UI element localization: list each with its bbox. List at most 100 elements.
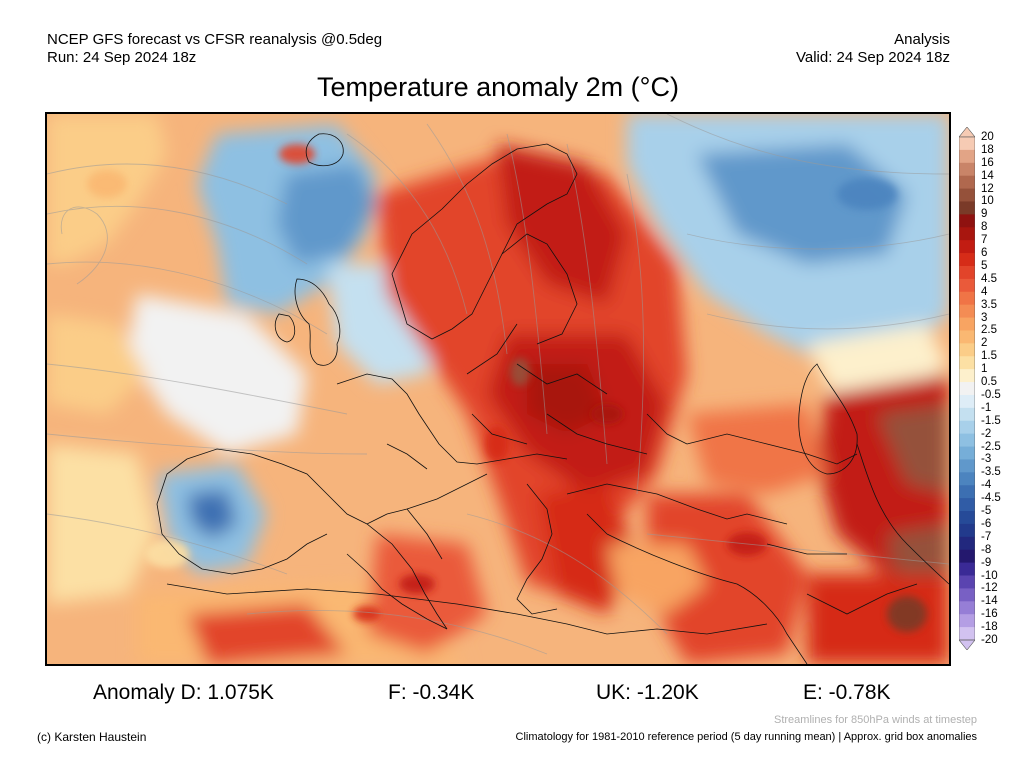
colorbar-tick-label: -14 xyxy=(981,595,998,608)
climatology-note: Climatology for 1981-2010 reference peri… xyxy=(515,731,977,743)
colorbar-top-arrow xyxy=(959,127,975,138)
colorbar-segment xyxy=(959,536,975,551)
colorbar-segment xyxy=(959,240,975,254)
colorbar-segment xyxy=(959,343,975,357)
colorbar-segment xyxy=(959,627,975,641)
map-title: Temperature anomaly 2m (°C) xyxy=(317,72,679,102)
colorbar-tick-label: 20 xyxy=(981,131,994,143)
colorbar-tick-label: 3 xyxy=(981,311,988,324)
colorbar-tick-label: 4 xyxy=(981,285,988,298)
colorbar-segment xyxy=(959,459,975,473)
colorbar-tick-label: 2.5 xyxy=(981,324,997,337)
colorbar-tick-label: 7 xyxy=(981,234,988,247)
colorbar-segment xyxy=(959,330,975,344)
streamline-note: Streamlines for 850hPa winds at timestep xyxy=(774,714,977,726)
colorbar-tick-label: -4 xyxy=(981,479,992,492)
coastlines-and-borders xyxy=(156,133,949,664)
colorbar-tick-label: -9 xyxy=(981,556,992,569)
colorbar-segment xyxy=(959,304,975,318)
uk-anomaly: UK: -1.20K xyxy=(596,681,699,704)
colorbar-tick-label: -2.5 xyxy=(981,440,1001,453)
colorbar-segment xyxy=(959,446,975,460)
colorbar-segment xyxy=(959,394,975,409)
colorbar-tick-label: -7 xyxy=(981,530,992,543)
colorbar-segment xyxy=(959,562,975,576)
spain-anomaly: E: -0.78K xyxy=(803,681,891,704)
colorbar-segment xyxy=(959,278,975,293)
analysis-label: Analysis xyxy=(894,31,950,48)
colorbar-tick-label: 14 xyxy=(981,169,994,182)
fine-anomaly-detail xyxy=(87,144,927,632)
anomaly-map xyxy=(45,112,951,666)
colorbar-tick-label: 12 xyxy=(981,182,994,195)
colorbar-segment xyxy=(959,498,975,512)
run-time: Run: 24 Sep 2024 18z xyxy=(47,49,197,66)
colorbar-tick-label: -3 xyxy=(981,453,992,466)
colorbar-tick-label: -0.5 xyxy=(981,388,1001,401)
colorbar-tick-label: 6 xyxy=(981,247,988,260)
copyright: (c) Karsten Haustein xyxy=(37,730,147,744)
model-run-description: NCEP GFS forecast vs CFSR reanalysis @0.… xyxy=(47,31,383,48)
colorbar-tick-label: 5 xyxy=(981,259,988,272)
colorbar-tick-label: -10 xyxy=(981,569,998,582)
colorbar-tick-label: -20 xyxy=(981,634,998,646)
colorbar-tick-label: 1.5 xyxy=(981,350,997,363)
colorbar-tick-label: 3.5 xyxy=(981,298,997,311)
colorbar-tick-label: 4.5 xyxy=(981,272,997,285)
colorbar-tick-label: -6 xyxy=(981,517,992,530)
colorbar-tick-label: -8 xyxy=(981,543,992,556)
colorbar-tick-label: -18 xyxy=(981,621,998,634)
colorbar-tick-label: -12 xyxy=(981,582,998,595)
colorbar-segment xyxy=(959,575,975,589)
colorbar xyxy=(959,127,975,650)
colorbar-tick-label: -3.5 xyxy=(981,466,1001,479)
colorbar-tick-label: 2 xyxy=(981,337,988,350)
colorbar-segment xyxy=(959,433,975,447)
colorbar-frame xyxy=(959,136,975,641)
colorbar-segment xyxy=(959,588,975,602)
colorbar-tick-label: -1 xyxy=(981,401,992,414)
colorbar-tick-label: -2 xyxy=(981,427,992,440)
colorbar-bottom-arrow xyxy=(959,639,975,650)
colorbar-segment xyxy=(959,511,975,525)
colorbar-tick-label: 0.5 xyxy=(981,376,997,389)
colorbar-tick-label: -4.5 xyxy=(981,492,1001,505)
colorbar-segment xyxy=(959,614,975,628)
colorbar-segment xyxy=(959,420,975,435)
colorbar-segment xyxy=(959,227,975,241)
colorbar-tick-label: 16 xyxy=(981,156,994,169)
colorbar-segment xyxy=(959,472,975,486)
domain-anomaly: Anomaly D: 1.075K xyxy=(93,681,274,704)
colorbar-segment xyxy=(959,317,975,331)
colorbar-tick-label: -16 xyxy=(981,608,998,621)
colorbar-segment xyxy=(959,162,975,177)
colorbar-segment xyxy=(959,214,975,228)
colorbar-tick-label: 10 xyxy=(981,195,994,208)
colorbar-segment xyxy=(959,523,975,538)
colorbar-tick-label: 9 xyxy=(981,208,988,221)
colorbar-tick-label: -5 xyxy=(981,505,992,518)
colorbar-tick-label: 8 xyxy=(981,221,988,234)
colorbar-segment xyxy=(959,253,975,267)
colorbar-segment xyxy=(959,201,975,215)
colorbar-segment xyxy=(959,175,975,189)
anomaly-shading xyxy=(47,114,949,664)
colorbar-tick-label: 1 xyxy=(981,363,988,376)
colorbar-segment xyxy=(959,356,975,370)
colorbar-segment xyxy=(959,291,975,306)
colorbar-tick-label: 18 xyxy=(981,143,994,156)
colorbar-segment xyxy=(959,485,975,499)
colorbar-segment xyxy=(959,149,975,164)
colorbar-segment xyxy=(959,601,975,615)
colorbar-segment xyxy=(959,137,975,151)
colorbar-segment xyxy=(959,188,975,202)
colorbar-tick-label: -1.5 xyxy=(981,414,1001,427)
colorbar-segment xyxy=(959,407,975,422)
valid-time: Valid: 24 Sep 2024 18z xyxy=(795,49,950,66)
colorbar-segment xyxy=(959,382,975,396)
colorbar-segment xyxy=(959,265,975,280)
colorbar-segment xyxy=(959,369,975,383)
streamlines xyxy=(47,114,949,655)
colorbar-segment xyxy=(959,549,975,564)
france-anomaly: F: -0.34K xyxy=(388,681,475,704)
